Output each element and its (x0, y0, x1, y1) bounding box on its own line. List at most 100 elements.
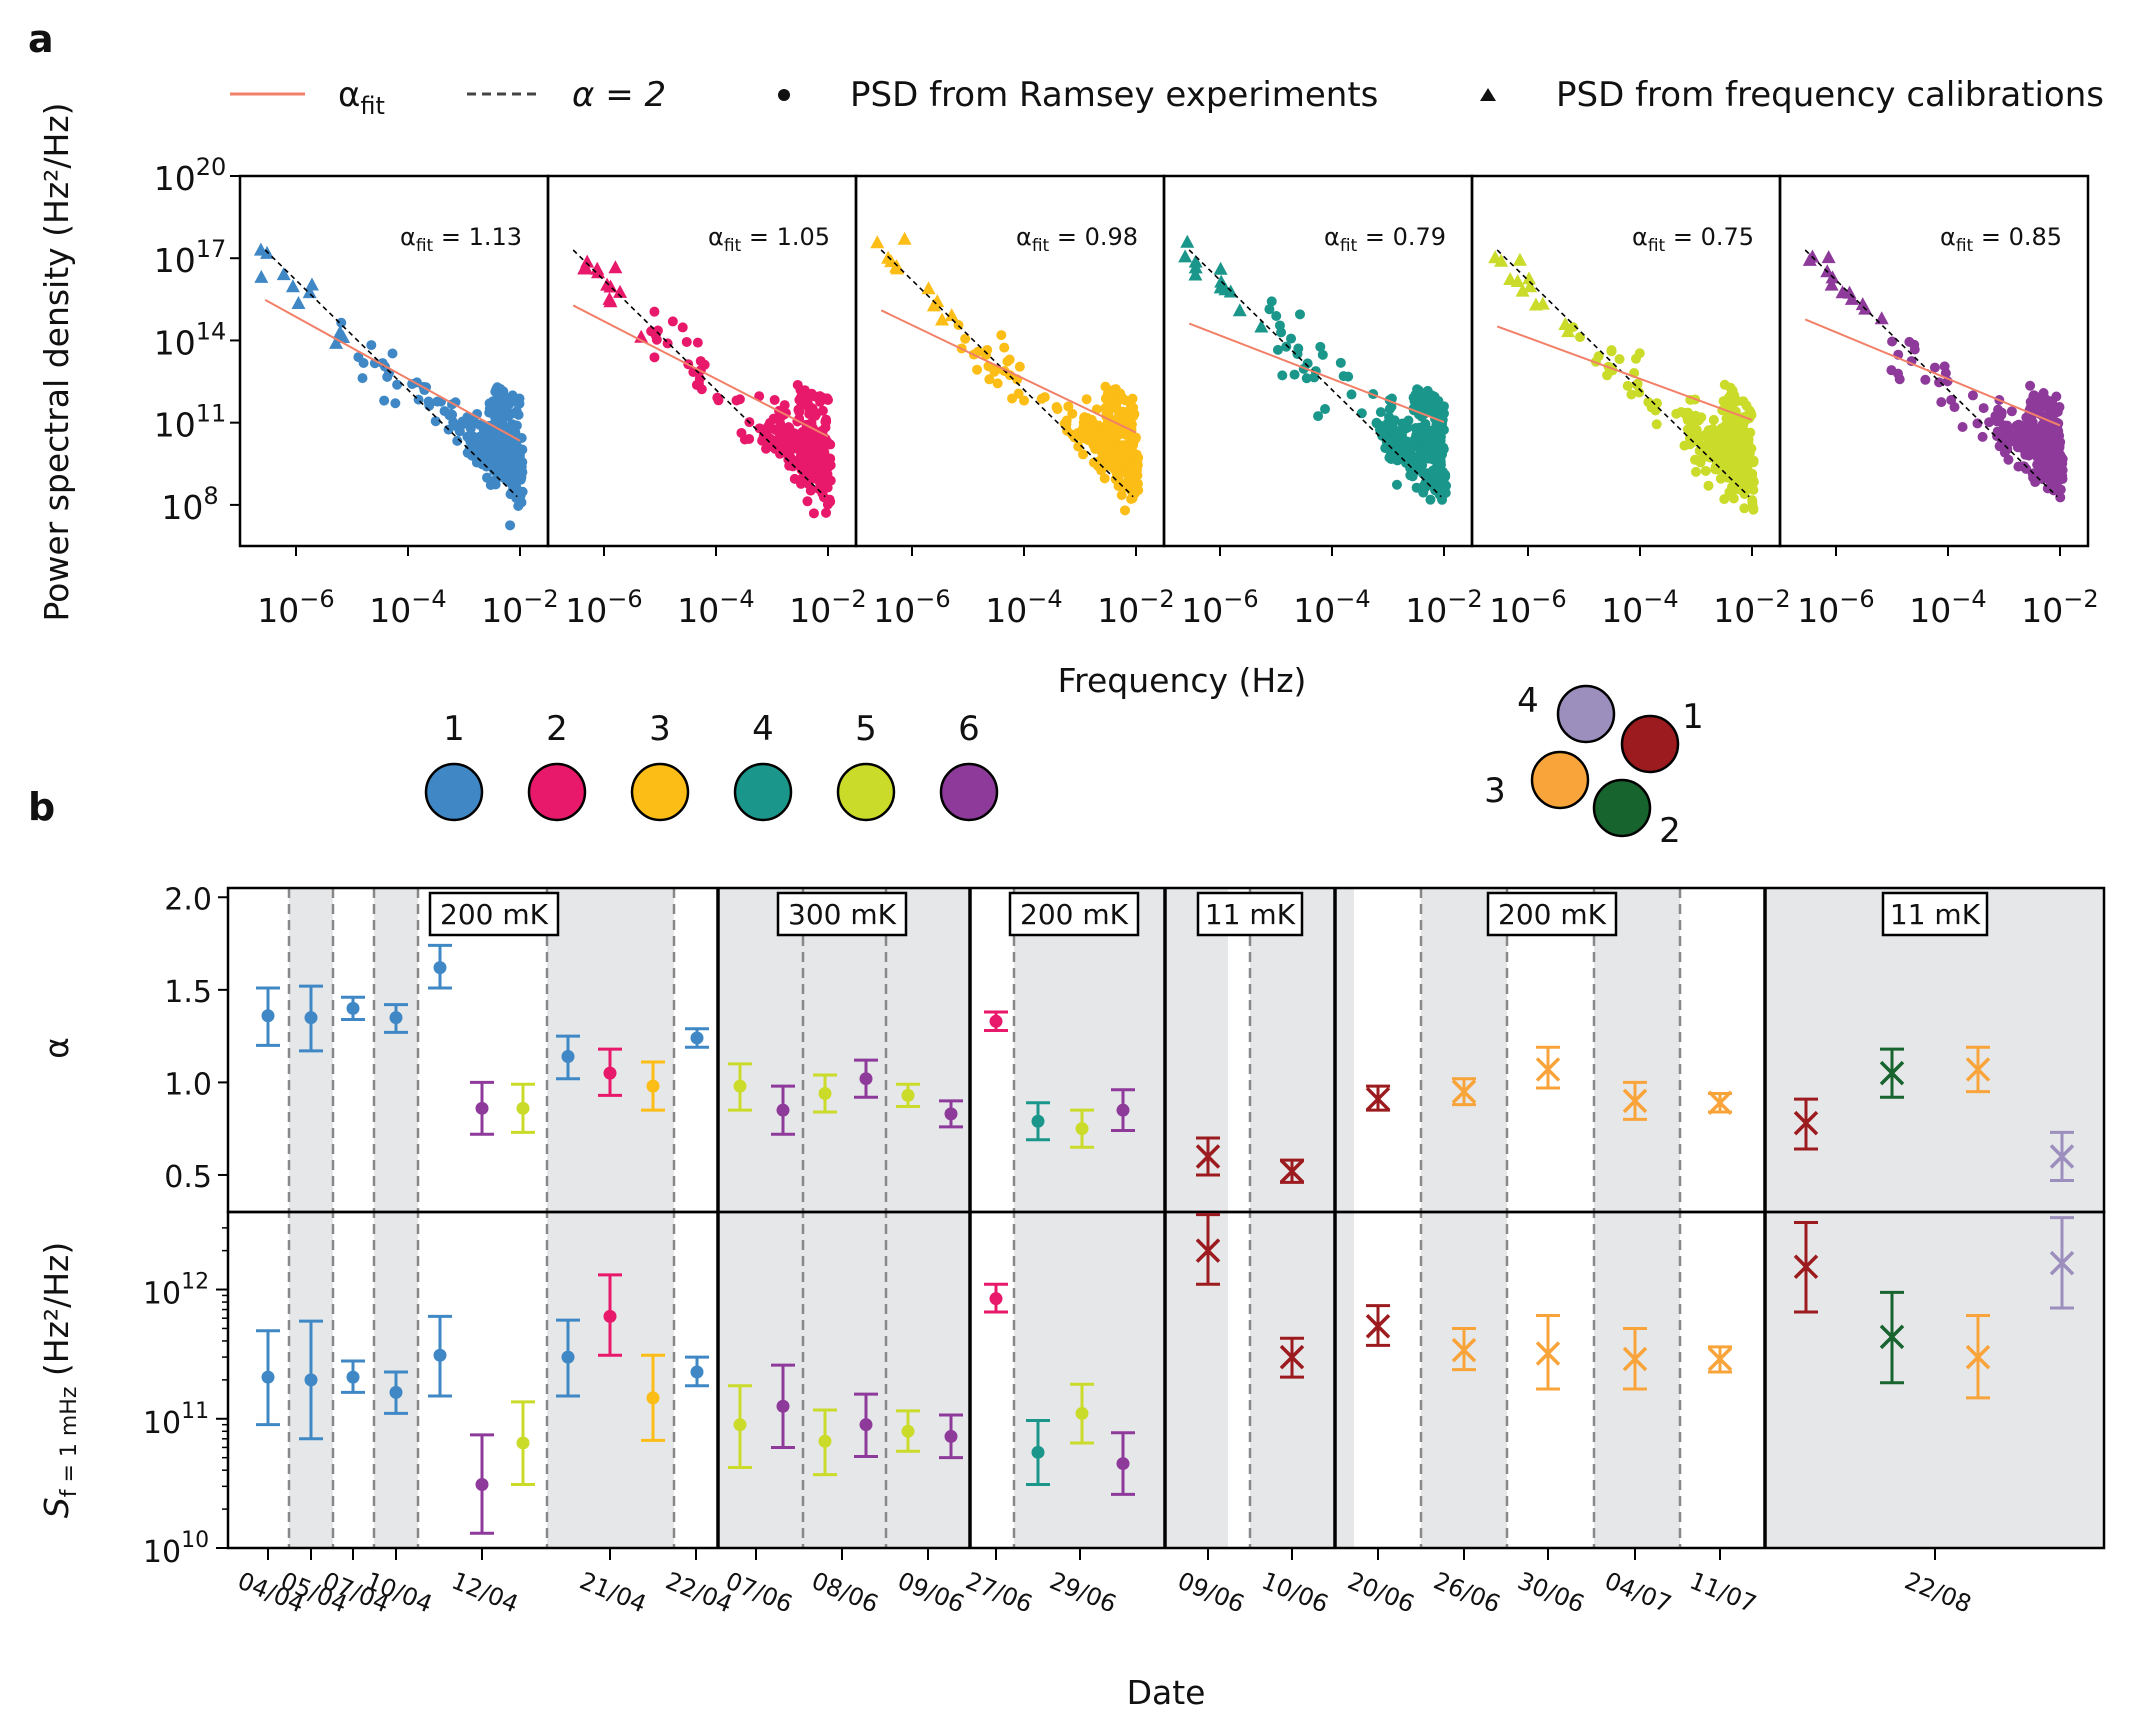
psd-ramsey-point (1093, 444, 1104, 455)
chip-legend-number: 3 (1484, 771, 1506, 811)
psd-ramsey-point (1731, 461, 1742, 472)
data-point-17 (939, 1099, 963, 1460)
psd-ramsey-point (1436, 450, 1447, 461)
psd-ramsey-point (819, 447, 830, 458)
y-tick-label-base: 10 (154, 241, 196, 280)
psd-ramsey-point (1694, 445, 1705, 456)
psd-ramsey-point (1626, 389, 1637, 400)
psd-ramsey-point (1052, 404, 1063, 415)
x-tick-label-base: 10 (1181, 591, 1223, 630)
psd-ramsey-point (1264, 304, 1275, 315)
psd-ramsey-point (1019, 395, 1030, 406)
x-tick-label-exp: −6 (1531, 585, 1566, 613)
psd-ramsey-point (379, 395, 390, 406)
psd-ramsey-point (1929, 362, 1940, 373)
psd-ramsey-point (802, 496, 813, 507)
x-tick-label-exp: −4 (1951, 585, 1986, 613)
x-tick-label-exp: −2 (1139, 585, 1174, 613)
psd-ramsey-point (1119, 480, 1130, 491)
psd-ramsey-point (1693, 415, 1704, 426)
psd-ramsey-point (988, 364, 999, 375)
psd-calibration-point (603, 294, 618, 308)
psd-calibration-point (1188, 254, 1203, 268)
psd-ramsey-point (739, 434, 750, 445)
x-tick-label: 10−2 (2021, 585, 2098, 630)
psd-ramsey-point (454, 426, 465, 437)
psd-ramsey-point (1078, 449, 1089, 460)
amplitude-axis-symbol: S (37, 1497, 76, 1518)
alpha-fit-sub: fit (1956, 236, 1974, 256)
psd-ramsey-point (382, 371, 393, 382)
x-tick-label-base: 10 (565, 591, 607, 630)
shaded-period (547, 888, 674, 1548)
psd-ramsey-point (2045, 445, 2056, 456)
legend-ramsey-marker (778, 89, 790, 101)
x-tick-label-base: 10 (2021, 591, 2063, 630)
psd-ramsey-point (1977, 431, 1988, 442)
y-tick-label-base: 10 (154, 323, 196, 362)
date-label: 09/06 (1174, 1567, 1249, 1619)
alpha-fit-eq: = (1665, 223, 1700, 251)
alpha-marker (776, 1103, 790, 1117)
amplitude-marker (261, 1370, 275, 1384)
alpha2-line (264, 249, 518, 498)
data-point-27 (1622, 1080, 1648, 1391)
amplitude-marker (475, 1478, 489, 1492)
data-point-1 (256, 986, 280, 1427)
psd-ramsey-point (696, 384, 707, 395)
date-label: 20/06 (1344, 1567, 1419, 1619)
psd-ramsey-point (1920, 374, 1931, 385)
psd-ramsey-point (502, 410, 513, 421)
date-label: 30/06 (1514, 1567, 1589, 1619)
qubit-4-color-swatch (733, 762, 793, 822)
psd-ramsey-point (462, 431, 473, 442)
psd-ramsey-point (1004, 354, 1015, 365)
qubit-legend-number: 2 (546, 709, 568, 749)
x-tick-label: 10−6 (257, 585, 334, 630)
x-tick-label: 10−6 (873, 585, 950, 630)
alpha-tick-label: 0.5 (164, 1160, 212, 1195)
psd-ramsey-point (1425, 401, 1436, 412)
chip-qubit-1 (1620, 714, 1680, 774)
x-tick-label: 10−2 (481, 585, 558, 630)
legend-ramsey-label: PSD from Ramsey experiments (850, 75, 1378, 115)
legend-panel-a: αfit α = 2 PSD from Ramsey experiments P… (230, 75, 2104, 120)
psd-ramsey-point (481, 472, 492, 483)
psd-ramsey-point (1691, 466, 1702, 477)
psd-ramsey-point (1289, 369, 1300, 380)
alpha-tick-label: 1.5 (164, 975, 212, 1010)
psd-ramsey-point (1568, 322, 1579, 333)
psd-ramsey-point (1067, 408, 1078, 419)
y-tick-label: 108 (161, 482, 218, 527)
alpha-fit-label: αfit = 0.79 (1324, 223, 1446, 256)
psd-ramsey-point (498, 444, 509, 455)
psd-ramsey-point (1036, 393, 1047, 404)
psd-ramsey-point (649, 352, 660, 363)
y-tick-label-exp: 20 (196, 153, 227, 181)
psd-ramsey-point (1694, 432, 1705, 443)
alpha2-line (1496, 249, 1750, 498)
psd-ramsey-point (2026, 422, 2037, 433)
psd-ramsey-point (2050, 407, 2061, 418)
s-tick-label-exp: 11 (181, 1399, 209, 1424)
temperature-label: 300 mK (788, 898, 897, 931)
x-tick-label: 10−2 (1097, 585, 1174, 630)
psd-ramsey-point (366, 340, 377, 351)
shaded-period (1421, 888, 1507, 1548)
alpha-marker (433, 961, 447, 975)
alpha-tick-label: 1.0 (164, 1067, 212, 1102)
psd-ramsey-point (1315, 341, 1326, 352)
alpha-marker (1031, 1114, 1045, 1128)
psd-ramsey-point (1123, 414, 1134, 425)
date-label: 29/06 (1046, 1567, 1121, 1619)
x-tick-label-exp: −6 (1223, 585, 1258, 613)
panel-label-b: b (28, 785, 55, 829)
psd-ramsey-point (1651, 419, 1662, 430)
psd-ramsey-point (1679, 440, 1690, 451)
psd-ramsey-point (1703, 480, 1714, 491)
x-tick-label: 10−4 (985, 585, 1062, 630)
y-tick-label-exp: 11 (196, 400, 227, 428)
amplitude-marker (1116, 1457, 1130, 1471)
psd-ramsey-point (1374, 420, 1385, 431)
alpha2-line (572, 249, 826, 498)
